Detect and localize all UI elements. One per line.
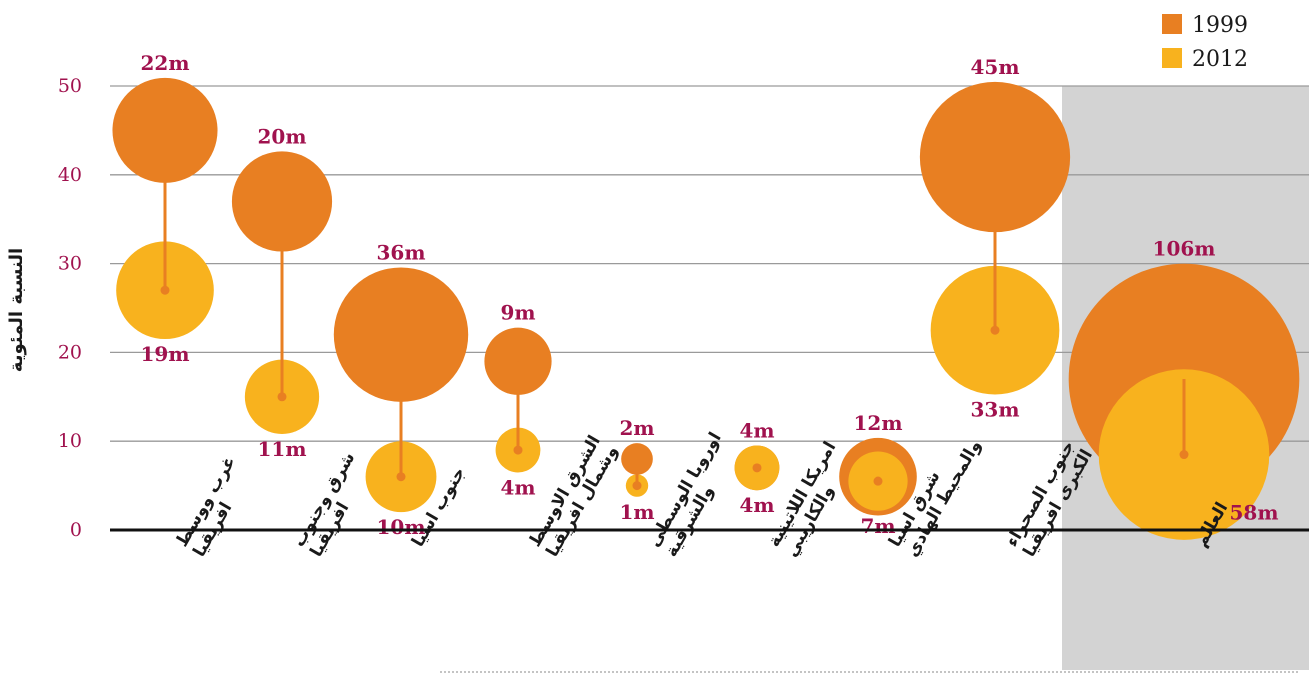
value-label-1999: 20m <box>258 124 307 148</box>
y-tick-label: 0 <box>70 519 82 541</box>
legend-swatch-2012 <box>1162 48 1182 68</box>
bubble-1999 <box>621 443 653 475</box>
value-label-1999: 106m <box>1153 237 1216 261</box>
value-label-1999: 4m <box>739 418 774 442</box>
value-label-2012: 19m <box>141 342 190 366</box>
legend: 1999 2012 <box>1162 13 1248 72</box>
y-axis-label: النسبة المئوية <box>6 248 27 372</box>
connector-dot <box>160 285 170 295</box>
value-label-2012: 10m <box>377 515 426 539</box>
connector-dot <box>1179 450 1189 460</box>
value-label-1999: 36m <box>377 240 426 264</box>
y-tick-label: 30 <box>58 253 82 275</box>
legend-label-2012: 2012 <box>1192 47 1248 72</box>
value-label-1999: 9m <box>500 301 535 325</box>
value-label-2012: 4m <box>500 475 535 499</box>
value-label-1999: 45m <box>971 55 1020 79</box>
y-axis-ticks: 0 10 20 30 40 50 <box>58 75 82 541</box>
y-tick-label: 10 <box>58 430 82 452</box>
legend-label-1999: 1999 <box>1192 13 1248 38</box>
value-label-1999: 12m <box>854 411 903 435</box>
connector-dot <box>513 445 523 455</box>
y-tick-label: 20 <box>58 341 82 363</box>
connector-dot <box>396 472 406 482</box>
connector-dot <box>632 481 642 491</box>
value-label-2012: 11m <box>258 437 307 461</box>
connector-dot <box>873 476 883 486</box>
value-label-2012: 4m <box>739 493 774 517</box>
y-tick-label: 40 <box>58 164 82 186</box>
value-label-1999: 22m <box>141 51 190 75</box>
value-label-2012: 33m <box>971 398 1020 422</box>
value-label-2012: 7m <box>860 514 895 538</box>
bubble-marks <box>112 77 1300 540</box>
connector-dot <box>752 463 762 473</box>
value-labels: 22m 19m 20m 11m 36m 10m 9m 4m 2m 1m 4m 4m 12m 7m 45m 33… <box>141 51 1279 539</box>
legend-swatch-1999 <box>1162 14 1182 34</box>
y-tick-label: 50 <box>58 75 82 97</box>
value-label-2012: 1m <box>619 500 654 524</box>
connector-dot <box>990 325 1000 335</box>
connector-dot <box>277 392 287 402</box>
value-label-2012: 58m <box>1230 501 1279 525</box>
value-label-1999: 2m <box>619 416 654 440</box>
